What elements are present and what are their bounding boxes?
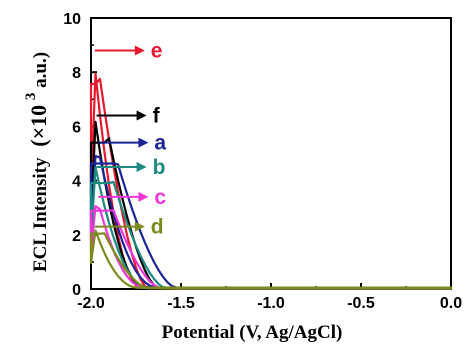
y-tick-label: 2: [72, 228, 81, 245]
series-d-arrow-head: [134, 221, 145, 232]
y-axis-unit-suffix: a.u.): [30, 52, 51, 88]
y-axis-unit-prefix: (×10: [26, 105, 51, 147]
tick-labels: -2.0 -1.5 -1.0 -0.5 0.0 0 2 4 6 8 10: [63, 11, 462, 312]
y-tick-label: 4: [72, 174, 81, 191]
x-tick-label: -1.0: [257, 295, 285, 312]
y-tick-label: 0: [72, 282, 81, 299]
series-c-label: c: [154, 186, 166, 209]
plot-frame: [90, 17, 452, 290]
x-tick-label: -0.5: [347, 295, 375, 312]
series-f-label: f: [153, 105, 161, 128]
series-e-arrow-head: [134, 45, 145, 56]
y-axis-title-group: ECL Intensity (×10 3 a.u.): [19, 52, 51, 272]
y-axis-unit-exp: 3: [23, 93, 39, 101]
series-d-label: d: [151, 216, 164, 239]
x-tick-label: -1.5: [167, 295, 195, 312]
series-b-arrow-head: [136, 162, 147, 173]
series-curves: [89, 72, 453, 290]
series-e-label: e: [151, 40, 163, 63]
series-e-curve: [89, 72, 453, 290]
series-a-arrow-head: [138, 137, 149, 148]
series-c-arrow-head: [138, 191, 149, 202]
x-tick-label: 0.0: [440, 295, 462, 312]
series-d-curve: [89, 229, 453, 290]
axes-frame: [90, 17, 452, 290]
x-tick-label: -2.0: [77, 295, 105, 312]
y-axis-title: ECL Intensity (×10 3 a.u.): [19, 52, 51, 272]
series-c-curve: [89, 205, 453, 290]
series-a-label: a: [154, 132, 166, 155]
y-axis-title-text: ECL Intensity: [30, 157, 51, 272]
y-tick-label: 10: [63, 11, 81, 28]
series-f-arrow-head: [136, 110, 147, 121]
series-b-label: b: [153, 156, 166, 179]
x-axis-title: Potential (V, Ag/AgCl): [162, 322, 343, 343]
y-tick-label: 8: [72, 65, 81, 82]
y-tick-label: 6: [72, 119, 81, 136]
